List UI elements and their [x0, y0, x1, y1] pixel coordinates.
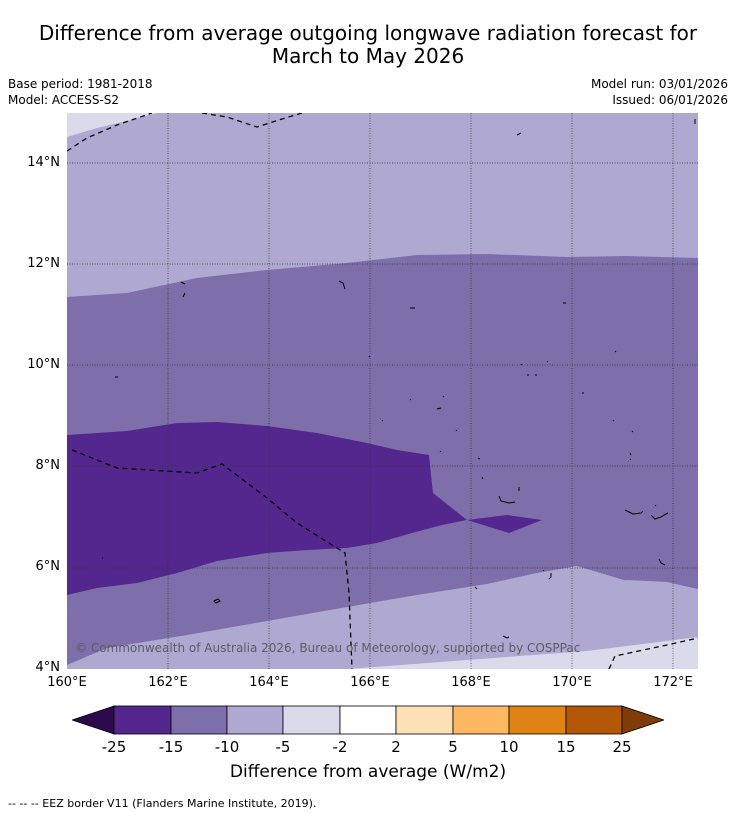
tick-label: 15 [556, 738, 576, 756]
lat-label-14n: 14°N [27, 155, 60, 170]
colorbar-swatch [395, 705, 454, 735]
model-run: Model run: 03/01/2026 [590, 77, 728, 91]
lat-label-8n: 8°N [35, 458, 61, 473]
colorbar-cap-low [72, 705, 115, 735]
tick-label: 25 [612, 738, 632, 756]
meta-left: Base period: 1981-2018 Model: ACCESS-S2 [8, 76, 153, 108]
lat-label-6n: 6°N [35, 559, 61, 574]
colorbar [72, 705, 664, 735]
tick-label: -5 [275, 738, 291, 756]
lon-label-168e: 168°E [451, 675, 491, 690]
region-light-bottom [67, 566, 698, 669]
tick-label: -2 [332, 738, 348, 756]
colorbar-label: Difference from average (W/m2) [229, 762, 507, 782]
lon-label-164e: 164°E [249, 675, 289, 690]
tick-label: 2 [391, 738, 401, 756]
colorbar-swatch [282, 705, 341, 735]
eez-legend-note: -- -- -- EEZ border V11 (Flanders Marine… [8, 797, 317, 810]
copyright-notice: © Commonwealth of Australia 2026, Bureau… [75, 641, 581, 655]
region-dark-sliver [467, 515, 542, 533]
colorbar-swatch [508, 705, 567, 735]
colorbar-cap-high [621, 705, 664, 735]
title-line-1: Difference from average outgoing longwav… [38, 21, 698, 45]
map-panel[interactable]: © Commonwealth of Australia 2026, Bureau… [67, 113, 698, 669]
map-svg [67, 113, 698, 669]
eez-borders [67, 113, 698, 669]
title-line-2: March to May 2026 [271, 44, 465, 68]
colorbar-swatch [565, 705, 623, 735]
lon-label-160e: 160°E [47, 675, 87, 690]
meta-right: Model run: 03/01/2026 Issued: 06/01/2026 [591, 76, 728, 108]
lat-label-10n: 10°N [27, 357, 60, 372]
map-title: Difference from average outgoing longwav… [0, 22, 736, 68]
lon-label-166e: 166°E [350, 675, 390, 690]
lat-label-12n: 12°N [27, 256, 60, 271]
colorbar-swatch [113, 705, 172, 735]
gridlines [67, 113, 698, 669]
colorbar-swatch [452, 705, 510, 735]
tick-label: 10 [499, 738, 519, 756]
tick-label: 5 [448, 738, 458, 756]
colorbar-swatch [170, 705, 228, 735]
issued-date: Issued: 06/01/2026 [612, 93, 728, 107]
tick-label: -15 [158, 738, 184, 756]
colorbar-swatch [339, 705, 397, 735]
islands [102, 119, 696, 639]
tick-label: -10 [214, 738, 240, 756]
tick-label: -25 [101, 738, 127, 756]
lon-label-162e: 162°E [148, 675, 188, 690]
model-name: Model: ACCESS-S2 [8, 93, 120, 107]
base-period: Base period: 1981-2018 [8, 77, 153, 91]
lon-label-170e: 170°E [552, 675, 592, 690]
lat-label-4n: 4°N [35, 660, 61, 675]
region-dark [67, 422, 467, 595]
colorbar-swatch [226, 705, 284, 735]
region-lightest-bottom [347, 637, 698, 669]
lon-label-172e: 172°E [653, 675, 693, 690]
